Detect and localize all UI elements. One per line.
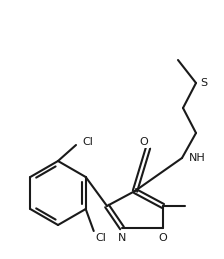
Text: O: O [159,233,167,243]
Text: N: N [118,233,126,243]
Text: Cl: Cl [96,233,107,243]
Text: S: S [200,78,207,88]
Text: O: O [140,137,148,147]
Text: Cl: Cl [82,137,93,147]
Text: NH: NH [189,153,206,163]
